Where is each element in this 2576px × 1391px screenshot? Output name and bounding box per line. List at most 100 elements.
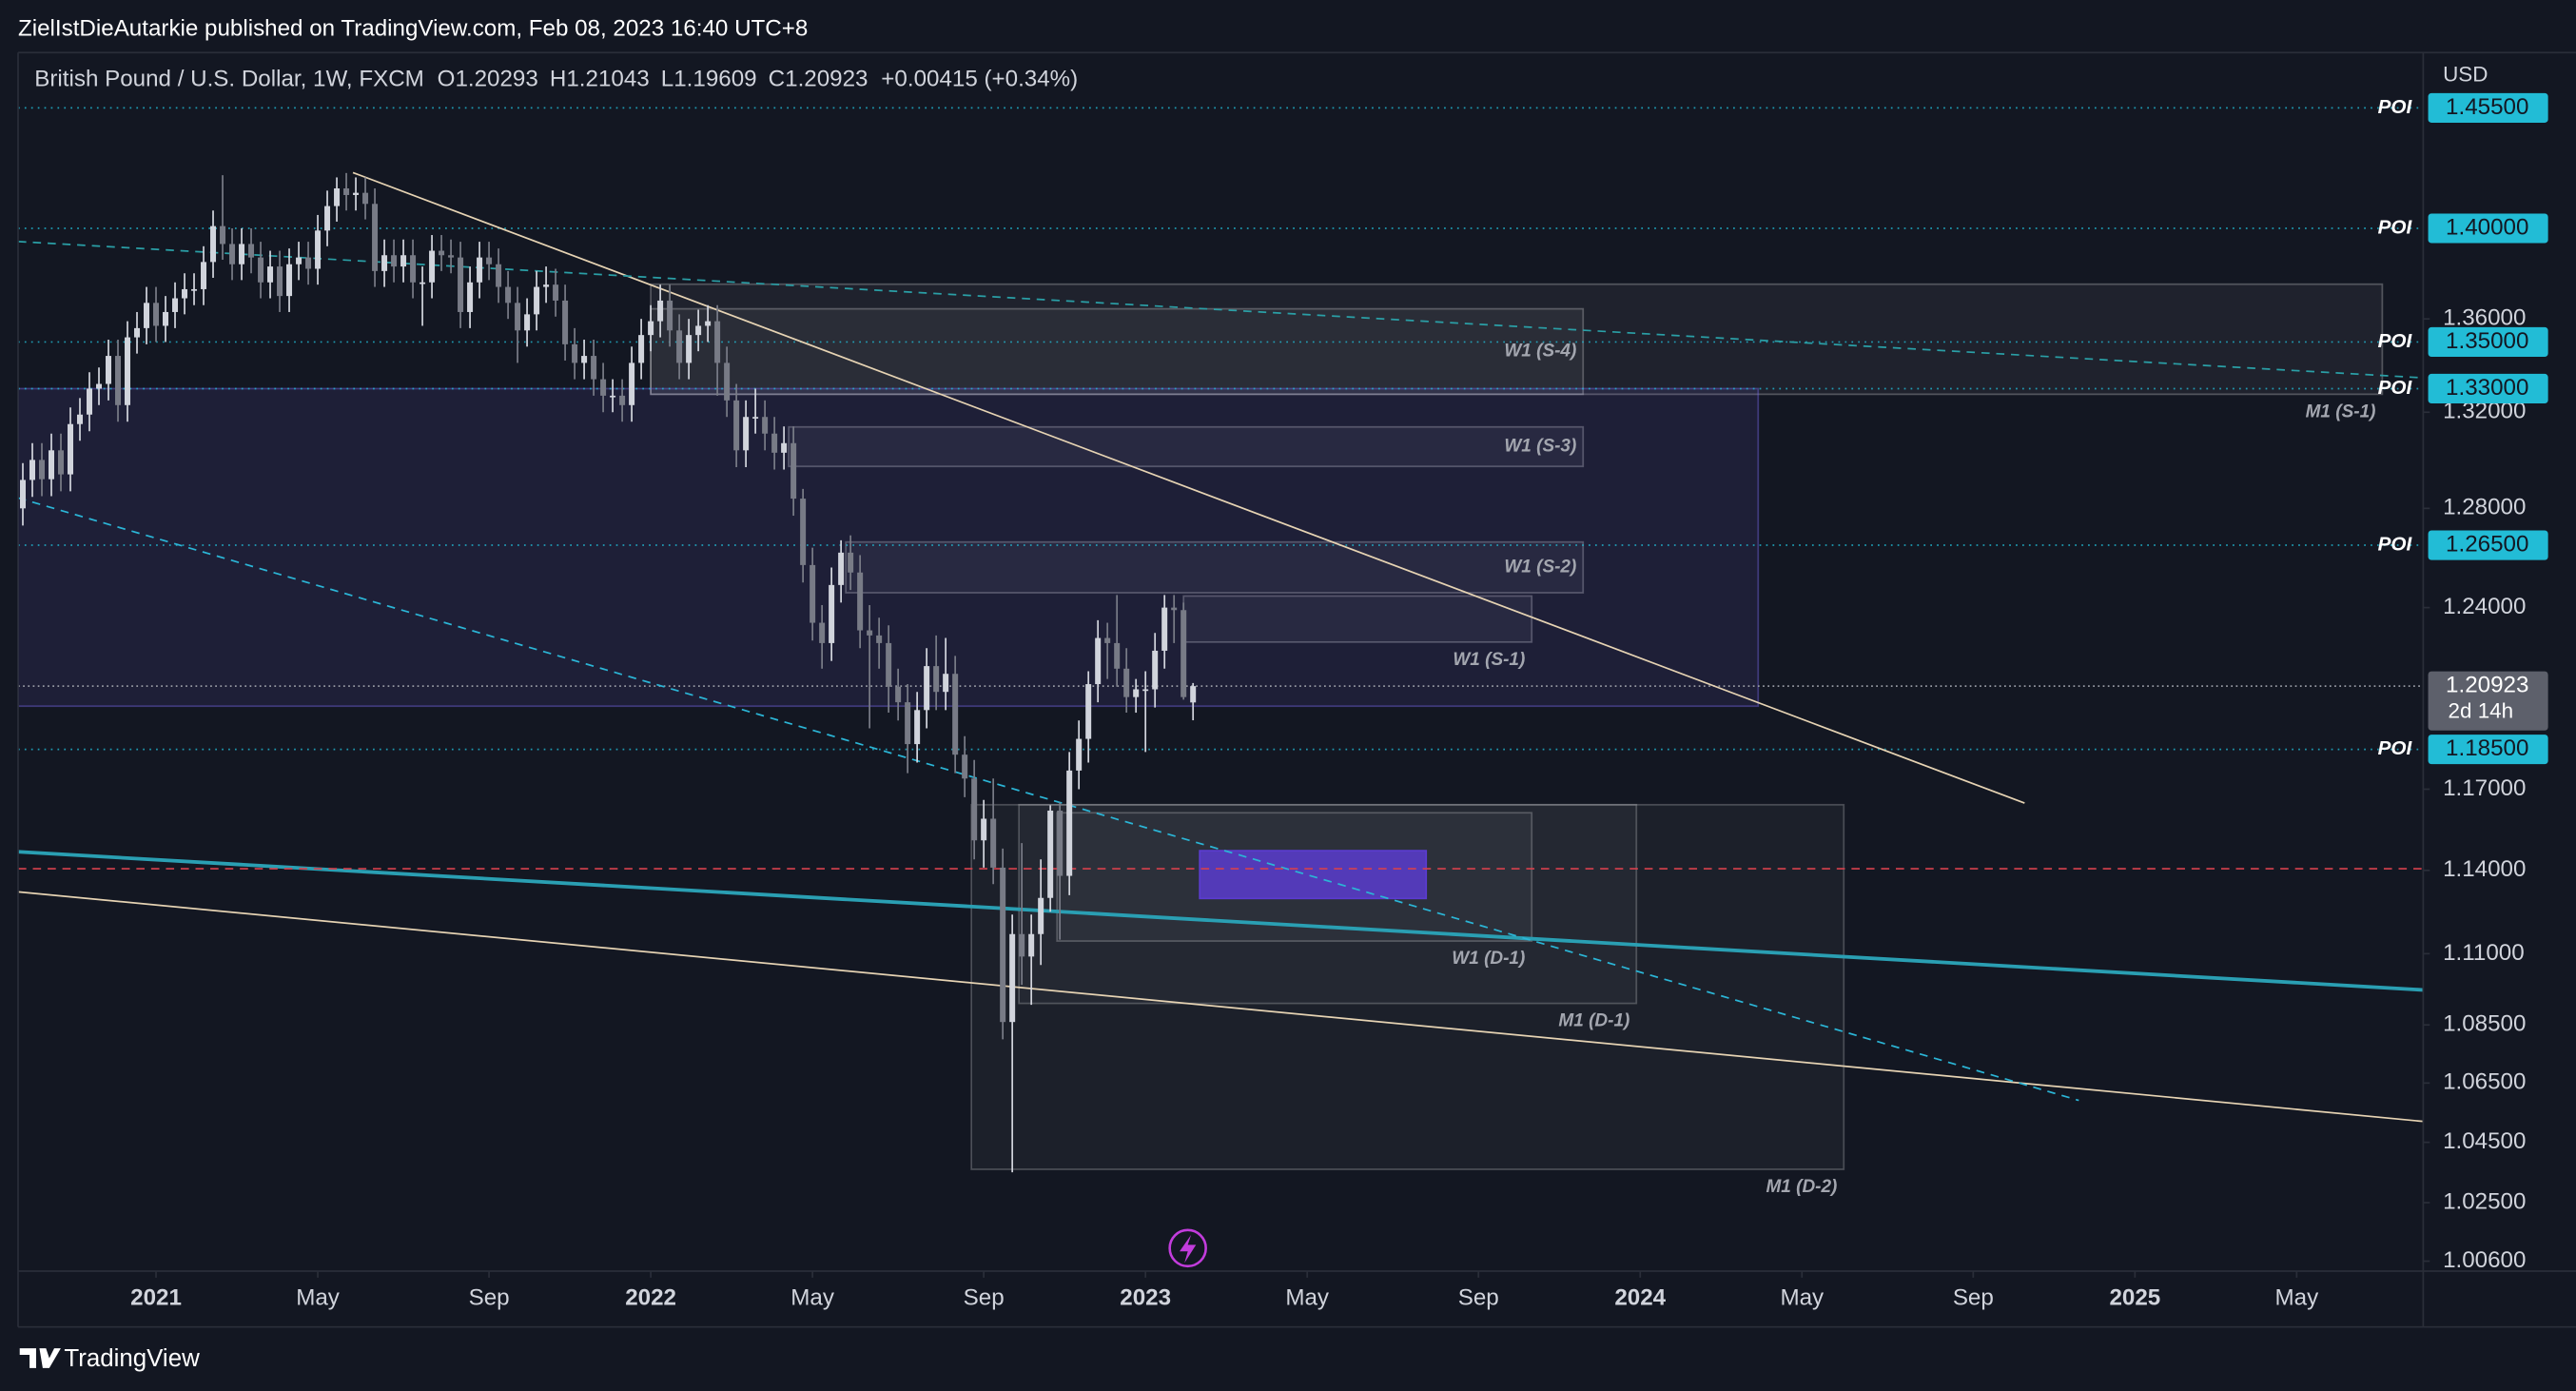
candle-body	[667, 300, 673, 331]
candle-body	[153, 303, 160, 326]
candle-body	[1181, 610, 1187, 697]
candle-body	[1133, 689, 1140, 697]
header: British Pound / U.S. Dollar, 1W, FXCM O1.…	[34, 67, 1078, 92]
level-price-box	[2428, 326, 2548, 357]
lightning-icon[interactable]	[1168, 1228, 1207, 1268]
y-tick-label: 1.36000	[2443, 305, 2526, 331]
candle-body	[258, 257, 264, 283]
published-note: ZielIstDieAutarkie published on TradingV…	[18, 15, 808, 41]
candle-body	[324, 206, 331, 231]
candle-body	[315, 230, 322, 269]
candle-body	[714, 321, 721, 363]
candle-body	[134, 327, 141, 338]
candle-body	[1095, 637, 1102, 685]
candle-body	[1000, 867, 1006, 1023]
candle-body	[933, 666, 940, 693]
candle-body	[400, 255, 407, 267]
candle-body	[1076, 738, 1083, 771]
last-price: 1.20923	[2446, 673, 2528, 698]
candle-body	[810, 564, 816, 623]
candle-body	[876, 635, 883, 643]
candle-body	[496, 264, 502, 287]
candle-body	[771, 433, 778, 453]
plot-area	[17, 107, 2424, 1173]
candle-body	[477, 257, 483, 283]
zone-label: M1 (D-1)	[1558, 1011, 1630, 1031]
candle-body	[87, 388, 93, 415]
candle-body	[743, 417, 750, 451]
candle-body	[752, 417, 759, 419]
candle-body	[981, 818, 987, 841]
y-tick-label: 1.04500	[2443, 1128, 2526, 1154]
candle-body	[286, 264, 293, 297]
x-tick-label: May	[296, 1285, 341, 1311]
level-tag: POI	[2378, 377, 2413, 399]
level-price-box	[2428, 373, 2548, 403]
zone	[650, 283, 2384, 396]
candle-body	[1066, 770, 1073, 876]
candle-body	[1123, 668, 1130, 697]
zone-label: M1 (S-1)	[2306, 402, 2376, 421]
candle-body	[600, 379, 607, 396]
trend-line	[352, 171, 2025, 804]
y-tick-label: 1.24000	[2443, 594, 2526, 619]
candle-body	[39, 460, 46, 480]
zone	[1199, 850, 1428, 900]
candle-body	[381, 255, 388, 271]
candle-body	[1190, 686, 1197, 703]
candle-body	[296, 257, 302, 264]
x-tick-label: 2022	[625, 1285, 676, 1311]
x-tick-label: Sep	[1458, 1285, 1499, 1311]
x-tick-label: May	[1285, 1285, 1330, 1311]
candle-body	[29, 460, 36, 480]
candle-body	[115, 356, 122, 405]
candle-body	[429, 250, 436, 283]
candle-body	[1038, 897, 1044, 934]
candle-body	[591, 356, 597, 380]
candle-body	[857, 572, 864, 631]
countdown: 2d 14h	[2449, 699, 2514, 723]
level-price: 1.40000	[2446, 214, 2528, 240]
trend-line	[17, 497, 2079, 1102]
candle-body	[125, 337, 131, 405]
candle-body	[867, 630, 873, 636]
candle-body	[458, 257, 464, 312]
candle-body	[439, 250, 445, 256]
trend-line	[17, 240, 2424, 379]
candle-body	[448, 255, 455, 258]
level-tag: POI	[2378, 330, 2413, 352]
candle-body	[762, 417, 769, 434]
candle-body	[581, 356, 588, 363]
candle-body	[410, 255, 417, 283]
candle-body	[924, 666, 930, 711]
candle-body	[676, 330, 683, 363]
candle-body	[19, 480, 26, 509]
symbol: British Pound / U.S. Dollar, 1W, FXCM	[34, 67, 424, 92]
candle-body	[943, 674, 949, 693]
y-tick-label: 1.00600	[2443, 1247, 2526, 1273]
candle-body	[705, 321, 712, 326]
x-tick-label: May	[2275, 1285, 2320, 1311]
y-tick-label: 1.06500	[2443, 1069, 2526, 1095]
level-price: 1.45500	[2446, 94, 2528, 120]
candle-body	[952, 674, 959, 755]
candle-body	[163, 311, 169, 326]
candle-body	[182, 288, 188, 299]
candle-body	[239, 244, 245, 264]
candle-body	[1142, 689, 1149, 692]
ohlc-value: 1.21043	[566, 67, 649, 92]
candle-body	[610, 395, 616, 398]
candle-body	[790, 442, 797, 500]
candle-body	[895, 686, 902, 703]
candle-body	[515, 303, 521, 331]
candle-body	[905, 702, 911, 745]
x-tick-label: 2025	[2109, 1285, 2160, 1311]
zone	[1018, 803, 1638, 1005]
candle-body	[819, 622, 826, 643]
candle-body	[848, 552, 854, 573]
candle-body	[467, 282, 474, 312]
candle-body	[1104, 637, 1111, 643]
y-tick-label: 1.17000	[2443, 775, 2526, 801]
